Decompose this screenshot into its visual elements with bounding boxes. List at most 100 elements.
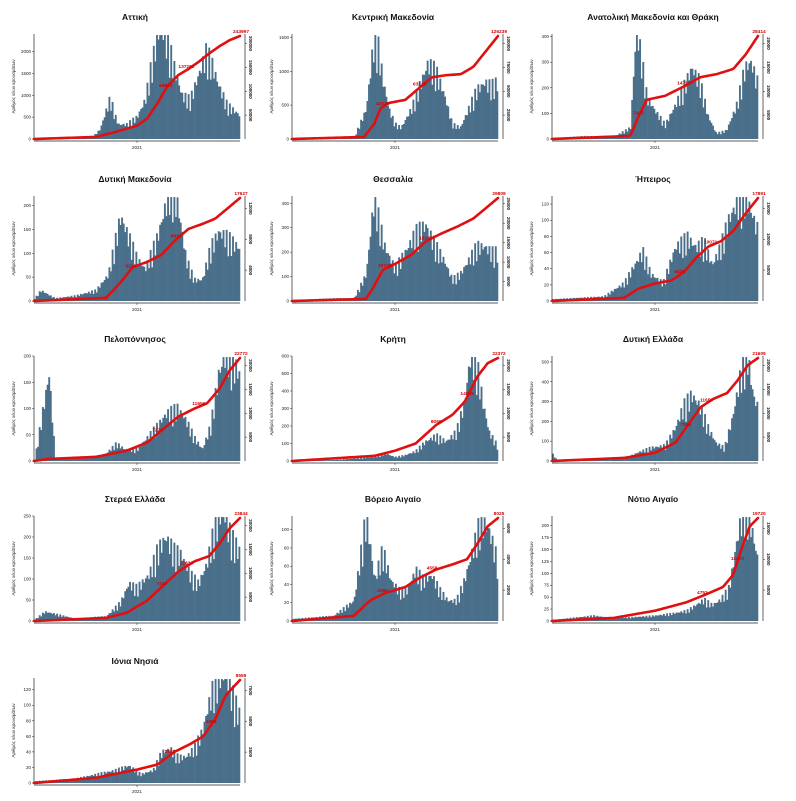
y2-tick-label: 4000 [506,554,511,565]
chart-svg: 0255075100125150175200500010000150002021… [528,506,778,639]
y-tick-label: 20 [544,282,550,287]
y-axis-label: Αριθμός νέων κρουσμάτων [268,541,274,596]
y-tick-label: 400 [281,389,289,394]
cumulative-label: 5426 [674,269,685,275]
y-tick-label: 1000 [21,93,32,98]
case-bar [756,555,758,621]
case-bar [756,75,758,139]
y-tick-label: 100 [23,703,31,708]
y-tick-label: 175 [541,535,549,540]
y-tick-label: 2000 [21,49,32,54]
y2-tick-label: 10000 [766,407,771,420]
cumulative-label: 7440 [156,581,167,587]
y-tick-label: 0 [286,299,289,304]
x-tick-label: 2021 [132,789,143,794]
chart-svg: 010020030040050050001000015000200002021Α… [528,346,778,479]
cumulative-label: 8931 [171,233,182,239]
y-tick-label: 250 [23,514,31,519]
y2-tick-label: 15000 [248,383,253,396]
chart-svg: 010020030040050001000015000200002021Αριθ… [528,24,778,157]
y2-tick-label: 15000 [248,543,253,556]
chart-svg: 05010015020050001000015000200002021Αριθμ… [10,346,260,479]
cumulative-label: 11656 [192,401,205,407]
cumulative-label: 4958 [206,719,217,725]
y2-tick-label: 200000 [248,36,253,52]
case-bar [238,249,240,301]
y-tick-label: 150 [541,547,549,552]
y-axis-label: Αριθμός νέων κρουσμάτων [10,381,16,436]
total-label: 22772 [234,351,248,357]
y-tick-label: 100 [281,441,289,446]
x-tick-label: 2021 [390,307,401,312]
y-tick-label: 300 [281,406,289,411]
y2-tick-label: 15000 [766,202,771,215]
panel-title: Ανατολική Μακεδονία και Θράκη [528,12,778,22]
case-bar [238,371,240,461]
y-tick-label: 200 [541,85,549,90]
x-tick-label: 2021 [650,307,661,312]
total-label: 8559 [236,673,247,679]
case-bar [496,263,498,301]
cumulative-label: 2090 [377,588,388,594]
y2-tick-label: 10000 [248,567,253,580]
y-tick-label: 60 [26,734,32,739]
y-tick-label: 100 [541,218,549,223]
y-tick-label: 0 [28,137,31,142]
y2-tick-label: 20000 [766,37,771,50]
y-tick-label: 125 [541,559,549,564]
y2-tick-label: 5000 [506,432,511,443]
panel-title: Βόρειο Αιγαίο [268,494,518,504]
y2-tick-label: 12000 [248,202,253,215]
y2-tick-label: 15000 [506,383,511,396]
y-tick-label: 0 [286,459,289,464]
cumulative-label: 137262 [178,64,194,70]
chart-svg: 0100200300400500010000150002000025000202… [268,186,518,319]
y-tick-label: 40 [26,749,32,754]
y2-tick-label: 25000 [506,109,511,122]
y-tick-label: 120 [541,202,549,207]
y2-tick-label: 5000 [248,716,253,727]
panel-title: Στερεά Ελλάδα [10,494,260,504]
y-tick-label: 50 [26,432,32,437]
cumulative-label: 8069 [431,419,442,425]
y2-tick-label: 150000 [248,60,253,76]
y2-tick-label: 5000 [766,585,771,596]
y2-tick-label: 5000 [766,432,771,443]
y-tick-label: 0 [28,459,31,464]
total-label: 29809 [492,191,506,197]
x-tick-label: 2021 [390,145,401,150]
cumulative-label: 4558 [427,566,438,572]
y2-tick-label: 8000 [248,234,253,245]
y-tick-label: 120 [23,687,31,692]
y-tick-label: 200 [541,419,549,424]
y-tick-label: 400 [541,379,549,384]
y2-tick-label: 5000 [248,432,253,443]
panel-title: Κρήτη [268,334,518,344]
y2-tick-label: 50000 [248,109,253,122]
y-tick-label: 500 [281,103,289,108]
cumulative-label: 11470 [731,556,744,562]
panel-title: Νότιο Αιγαίο [528,494,778,504]
cumulative-label: 10071 [704,240,718,246]
x-tick-label: 2021 [132,627,143,632]
case-bar [238,547,240,621]
total-label: 28414 [752,29,766,35]
case-bar [53,436,55,461]
panel-title: Ήπειρος [528,174,778,184]
y2-tick-label: 50000 [506,85,511,98]
y-tick-label: 50 [544,595,550,600]
y2-tick-label: 10000 [506,407,511,420]
y2-tick-label: 5000 [248,592,253,603]
cumulative-label: 7420 [633,110,644,116]
y-axis-label: Αριθμός νέων κρουσμάτων [10,541,16,596]
y-tick-label: 100 [541,571,549,576]
cumulative-label: 12830 [180,560,194,566]
